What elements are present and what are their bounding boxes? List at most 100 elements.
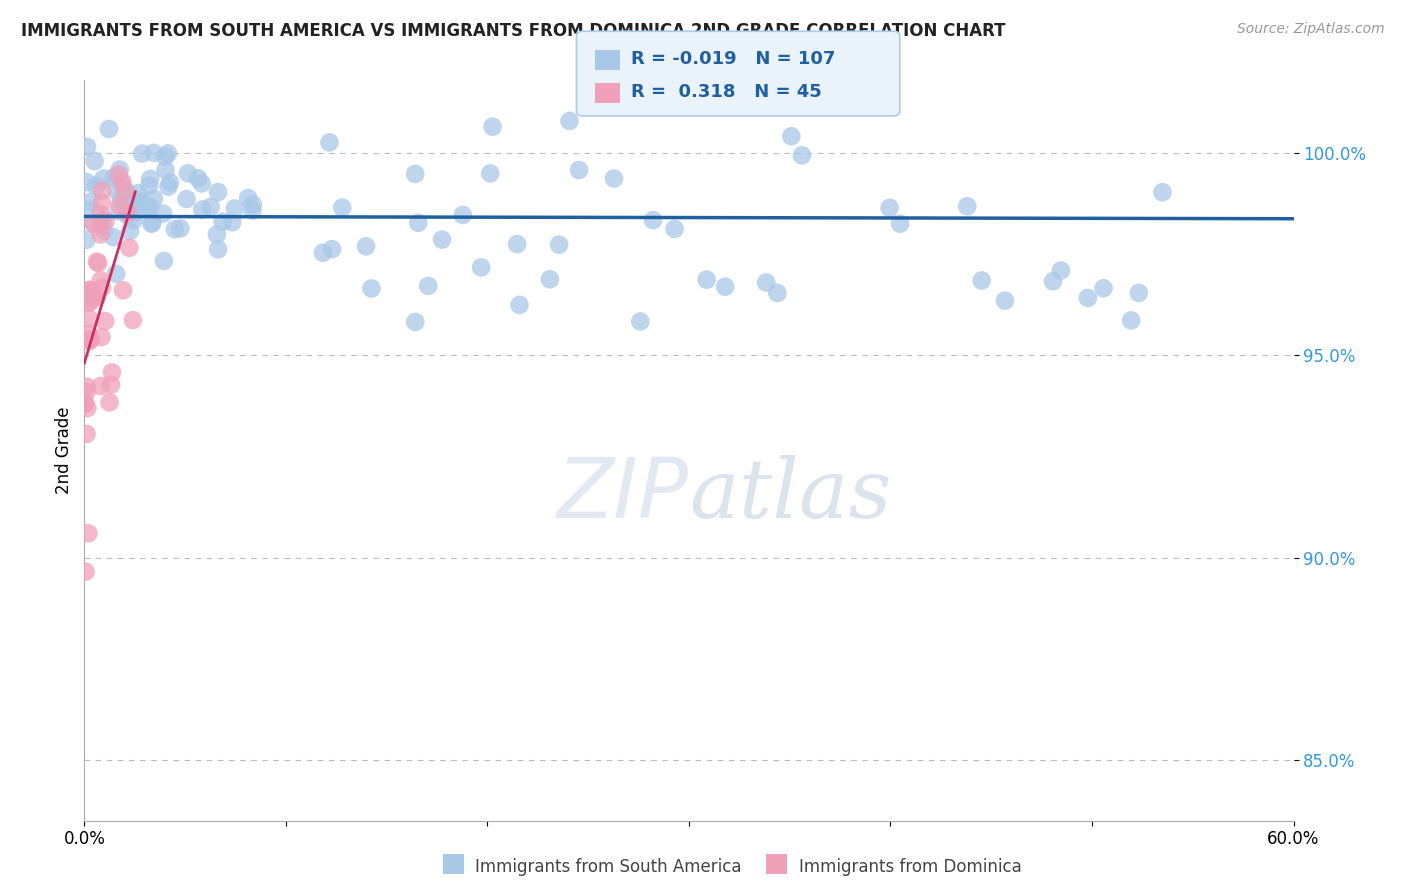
Point [139, 172, 162, 186]
Point [83, 216, 105, 230]
Point [430, 233, 453, 247]
Point [111, 178, 134, 192]
Point [79, 283, 101, 297]
Point [200, 200, 222, 214]
Point [111, 175, 134, 189]
Point [89, 207, 111, 221]
Point [159, 176, 181, 190]
Point [77, 295, 100, 310]
Point [568, 163, 591, 178]
Point [107, 204, 129, 219]
Y-axis label: 2nd Grade: 2nd Grade [55, 407, 73, 494]
Point [628, 314, 651, 328]
Point [354, 239, 377, 253]
Point [118, 241, 141, 255]
Point [143, 192, 166, 206]
Point [790, 148, 813, 162]
Point [318, 136, 340, 150]
Point [1128, 285, 1150, 300]
Point [156, 146, 179, 161]
Point [404, 167, 426, 181]
Point [87, 256, 110, 270]
Point [714, 279, 737, 293]
Point [506, 237, 529, 252]
Point [117, 208, 139, 222]
Point [90, 379, 112, 393]
Point [111, 194, 134, 209]
Point [970, 273, 993, 287]
Point [187, 171, 209, 186]
Point [177, 166, 200, 180]
Point [112, 283, 135, 297]
Point [84, 178, 107, 193]
Point [641, 213, 664, 227]
Point [75, 565, 97, 579]
Text: ZIP: ZIP [557, 454, 689, 535]
Point [82, 290, 104, 304]
Point [89, 227, 111, 242]
Point [176, 192, 198, 206]
Point [127, 186, 149, 201]
Point [780, 129, 803, 144]
Point [125, 205, 148, 219]
Point [558, 114, 581, 128]
Point [879, 201, 901, 215]
Point [321, 242, 343, 256]
Point [603, 171, 626, 186]
Point [141, 216, 163, 230]
Point [136, 201, 159, 215]
Point [93, 171, 115, 186]
Point [120, 224, 142, 238]
Point [221, 215, 243, 229]
Point [509, 298, 531, 312]
Point [76, 379, 98, 393]
Point [103, 170, 125, 185]
Point [105, 185, 128, 199]
Point [77, 526, 100, 541]
Point [205, 227, 228, 242]
Point [90, 219, 112, 233]
Point [76, 401, 98, 415]
Point [312, 245, 335, 260]
Text: Immigrants from Dominica: Immigrants from Dominica [799, 858, 1021, 876]
Point [755, 276, 778, 290]
Point [118, 201, 141, 215]
Point [406, 216, 429, 230]
Point [117, 206, 139, 220]
Point [107, 168, 129, 182]
Text: Source: ZipAtlas.com: Source: ZipAtlas.com [1237, 22, 1385, 37]
Text: atlas: atlas [689, 455, 891, 535]
Point [90, 195, 112, 210]
Point [108, 198, 131, 212]
Point [114, 184, 136, 198]
Point [404, 315, 426, 329]
Point [138, 178, 160, 193]
Point [207, 185, 229, 199]
Point [103, 230, 125, 244]
Point [90, 273, 112, 287]
Point [470, 260, 492, 275]
Point [1152, 186, 1174, 200]
Point [360, 281, 382, 295]
Point [238, 191, 260, 205]
Point [79, 333, 101, 347]
Text: R =  0.318   N = 45: R = 0.318 N = 45 [631, 83, 823, 101]
Point [224, 202, 246, 216]
Point [127, 194, 149, 208]
Point [75, 396, 97, 410]
Point [80, 293, 103, 308]
Point [110, 191, 132, 205]
Point [1092, 281, 1115, 295]
Point [80, 333, 103, 347]
Point [330, 201, 353, 215]
Point [77, 311, 100, 326]
Point [97, 122, 120, 136]
Point [122, 313, 145, 327]
Text: IMMIGRANTS FROM SOUTH AMERICA VS IMMIGRANTS FROM DOMINICA 2ND GRADE CORRELATION : IMMIGRANTS FROM SOUTH AMERICA VS IMMIGRA… [21, 22, 1005, 40]
Point [122, 213, 145, 227]
Point [105, 267, 128, 281]
Text: R = -0.019   N = 107: R = -0.019 N = 107 [631, 50, 835, 68]
Point [479, 166, 502, 180]
Point [191, 202, 214, 217]
Point [994, 293, 1017, 308]
